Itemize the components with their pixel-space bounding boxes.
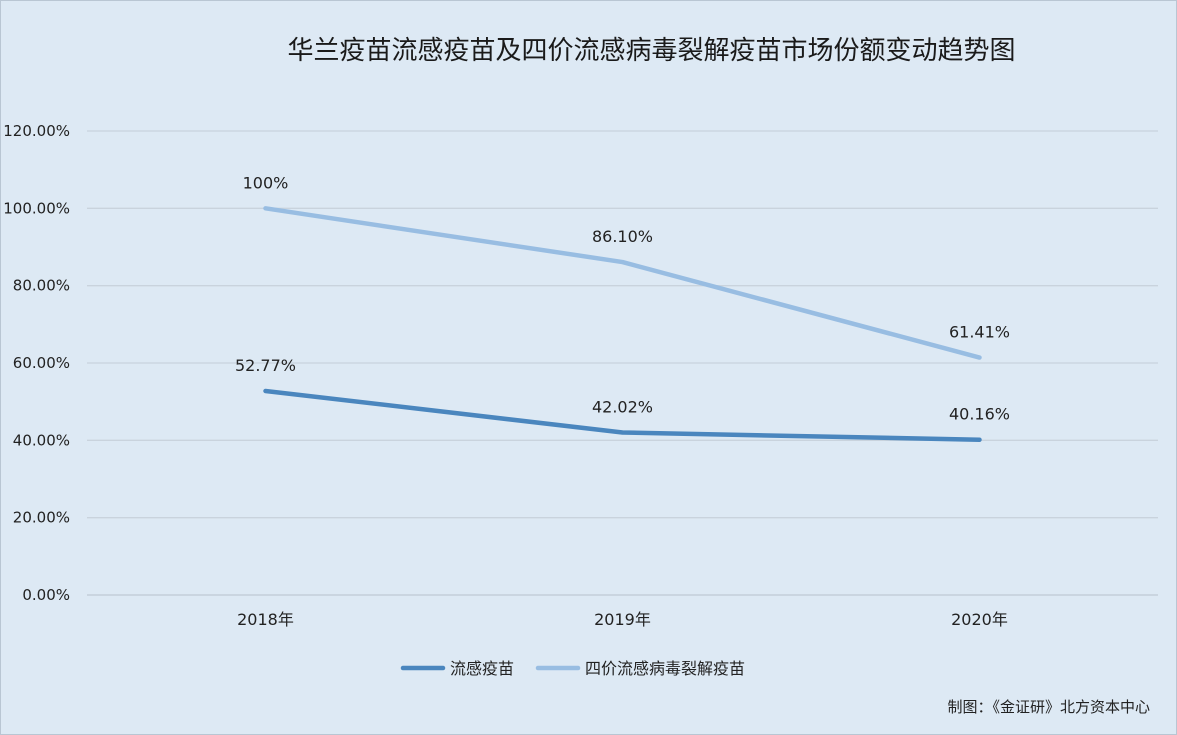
chart-credit: 制图：《金证研》北方资本中心 xyxy=(947,698,1150,716)
data-label: 52.77% xyxy=(235,356,296,375)
data-label: 86.10% xyxy=(592,227,653,246)
y-tick-label: 80.00% xyxy=(13,277,70,295)
legend-label: 四价流感病毒裂解疫苗 xyxy=(585,659,745,678)
y-tick-label: 60.00% xyxy=(13,354,70,372)
legend-label: 流感疫苗 xyxy=(450,659,514,678)
x-tick-label: 2019年 xyxy=(594,610,651,629)
x-tick-label: 2020年 xyxy=(951,610,1008,629)
series-line xyxy=(263,206,982,360)
title-container: 华兰疫苗流感疫苗及四价流感病毒裂解疫苗市场份额变动趋势图 xyxy=(0,0,1177,90)
y-tick-label: 40.00% xyxy=(13,431,70,449)
data-label: 100% xyxy=(243,173,289,192)
data-label: 42.02% xyxy=(592,398,653,417)
y-tick-label: 100.00% xyxy=(3,199,70,217)
chart-title: 华兰疫苗流感疫苗及四价流感病毒裂解疫苗市场份额变动趋势图 xyxy=(287,36,1016,66)
series-line xyxy=(263,388,982,442)
y-tick-label: 120.00% xyxy=(3,122,70,140)
data-label: 40.16% xyxy=(949,405,1010,424)
y-tick-label: 20.00% xyxy=(13,509,70,527)
y-tick-label: 0.00% xyxy=(22,586,70,604)
x-tick-label: 2018年 xyxy=(237,610,294,629)
data-label: 61.41% xyxy=(949,323,1010,342)
